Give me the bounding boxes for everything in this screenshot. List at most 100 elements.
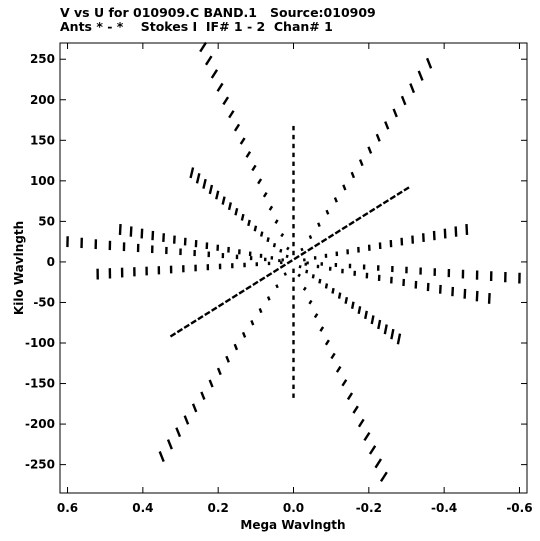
uv-point xyxy=(302,286,307,291)
uv-point xyxy=(382,199,390,205)
uv-point xyxy=(357,306,362,315)
uv-point xyxy=(265,272,273,278)
uv-point xyxy=(409,83,416,94)
uv-point xyxy=(346,392,354,401)
uv-point xyxy=(183,323,190,329)
uv-point xyxy=(335,365,342,373)
x-tick-label: 0.0 xyxy=(283,501,304,515)
uv-point xyxy=(118,224,122,235)
data-points xyxy=(66,41,521,482)
y-tick-label: -250 xyxy=(25,458,55,472)
uv-point xyxy=(224,297,232,304)
uv-point xyxy=(222,96,230,106)
uv-point xyxy=(362,212,369,218)
uv-point xyxy=(211,306,218,312)
uv-point xyxy=(305,269,309,274)
uv-point xyxy=(375,133,381,142)
uv-point xyxy=(352,405,359,414)
uv-point xyxy=(396,333,402,345)
uv-point xyxy=(313,313,319,319)
uv-point xyxy=(199,41,208,53)
y-axis-label: Kilo Wavlngth xyxy=(12,221,26,315)
uv-point xyxy=(283,272,287,276)
uv-point xyxy=(216,82,224,92)
uv-point xyxy=(317,222,321,227)
uv-point xyxy=(300,247,304,252)
uv-point xyxy=(341,379,348,387)
uv-point xyxy=(258,308,263,314)
uv-point xyxy=(204,55,213,66)
uv-point xyxy=(208,379,214,388)
uv-point xyxy=(189,167,195,179)
uv-point xyxy=(330,352,336,360)
uv-point xyxy=(200,391,206,400)
uv-point xyxy=(257,178,263,185)
uv-point xyxy=(367,146,373,154)
x-tick-label: -0.2 xyxy=(356,501,382,515)
uv-point xyxy=(390,328,395,340)
uv-point xyxy=(279,248,283,253)
uv-point xyxy=(308,235,313,240)
x-tick-label: 0.6 xyxy=(57,501,78,515)
y-tick-label: 50 xyxy=(38,214,55,228)
uv-point xyxy=(350,171,356,179)
uv-point xyxy=(300,250,307,256)
uv-point xyxy=(183,415,190,425)
uv-point xyxy=(384,121,390,130)
uv-point xyxy=(202,178,207,189)
uv-point xyxy=(245,151,252,158)
uv-point xyxy=(268,205,274,211)
uv-point xyxy=(324,283,329,289)
uv-point xyxy=(158,451,165,462)
uv-point xyxy=(285,254,289,259)
uv-point xyxy=(341,224,348,231)
plot-title: V vs U for 010909.C BAND.1 Source:010909 xyxy=(60,5,376,20)
uv-point xyxy=(279,263,287,269)
uv-point xyxy=(175,427,182,438)
uv-point xyxy=(241,331,247,338)
uv-point xyxy=(240,213,245,221)
uv-point xyxy=(195,173,201,184)
uv-point xyxy=(251,164,257,172)
uv-point xyxy=(392,108,398,118)
uv-point xyxy=(259,231,264,237)
uv-point xyxy=(262,192,268,198)
uv-point xyxy=(307,246,314,252)
y-tick-label: 200 xyxy=(30,93,55,107)
uv-point xyxy=(475,290,479,302)
uv-point xyxy=(252,280,259,286)
uv-point xyxy=(233,343,239,351)
uv-point xyxy=(266,237,270,243)
uv-point xyxy=(234,208,239,216)
uv-point xyxy=(308,299,313,305)
uv-point xyxy=(233,123,241,132)
uv-point xyxy=(129,226,133,237)
uv-point xyxy=(454,226,458,237)
uv-point xyxy=(250,319,255,326)
x-tick-label: 0.2 xyxy=(208,501,229,515)
uv-point xyxy=(425,57,433,69)
uv-point xyxy=(217,302,225,308)
uv-point xyxy=(375,203,383,209)
uv-point xyxy=(208,184,214,195)
uv-point xyxy=(319,326,325,332)
uv-point xyxy=(197,315,204,321)
uv-point xyxy=(215,190,220,200)
uv-point xyxy=(228,110,235,119)
uv-point xyxy=(311,274,315,279)
uv-point xyxy=(293,255,300,261)
uv-point xyxy=(274,219,279,224)
uv-point xyxy=(379,471,388,482)
y-tick-label: 0 xyxy=(47,255,55,269)
plot-frame xyxy=(59,42,528,494)
uv-point xyxy=(245,285,252,291)
uv-point xyxy=(377,319,382,330)
uv-point xyxy=(417,70,424,81)
uv-point xyxy=(363,431,371,442)
uv-point xyxy=(383,324,388,335)
uv-point xyxy=(334,229,341,235)
uv-point xyxy=(298,265,302,269)
uv-point xyxy=(253,225,258,232)
uv-point xyxy=(239,137,246,145)
uv-point xyxy=(403,186,410,192)
